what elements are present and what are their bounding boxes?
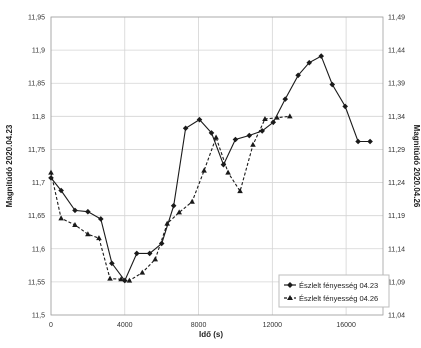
x-axis-label: Idő (s): [199, 330, 223, 339]
data-point-diamond: [246, 132, 253, 139]
data-point-diamond: [109, 260, 115, 267]
data-point-triangle: [96, 235, 102, 241]
x-tick-label: 4000: [117, 322, 133, 329]
series-line-1: [50, 115, 290, 282]
data-point-diamond: [98, 216, 104, 222]
data-point-triangle: [72, 221, 78, 227]
y-left-tick-label: 11,9: [32, 48, 45, 55]
data-point-diamond: [282, 96, 289, 102]
y-left-tick-label: 11,65: [28, 213, 45, 220]
y-right-tick-label: 11,49: [388, 15, 405, 22]
x-tick-label: 0: [49, 322, 53, 329]
data-point-diamond: [182, 125, 189, 132]
data-point-triangle: [189, 198, 195, 204]
data-point-diamond: [329, 81, 336, 88]
data-point-diamond: [133, 250, 140, 257]
data-point-triangle: [201, 167, 207, 173]
y-left-tick-label: 11,85: [28, 81, 45, 88]
data-point-diamond: [196, 116, 203, 123]
data-point-triangle: [274, 114, 280, 120]
y-right-tick-label: 11,04: [388, 313, 405, 320]
data-point-triangle: [262, 115, 268, 121]
data-point-triangle: [250, 141, 256, 147]
data-point-diamond: [220, 161, 227, 168]
data-point-diamond: [85, 208, 91, 215]
data-point-triangle: [58, 215, 64, 221]
y-right-tick-label: 11,09: [388, 279, 405, 286]
data-point-diamond: [170, 202, 177, 209]
legend-marker-triangle: [287, 295, 293, 300]
data-point-triangle: [225, 169, 231, 175]
legend-label-04-26: Észlelt fényesség 04.26: [299, 294, 378, 303]
y-left-tick-label: 11,55: [28, 279, 45, 286]
x-tick-label: 16000: [336, 322, 356, 329]
y-axis-label-right: Magnitúdó 2020.04.26: [412, 125, 421, 208]
data-point-triangle: [118, 276, 124, 282]
data-point-diamond: [259, 128, 265, 134]
data-point-triangle: [85, 231, 91, 237]
legend-box: [278, 274, 390, 308]
y-axis-label-left: Magnitúdó 2020.04.23: [5, 124, 14, 207]
data-point-diamond: [208, 130, 215, 136]
data-point-diamond: [367, 138, 373, 145]
y-left-tick-label: 11,5: [32, 313, 45, 320]
data-point-diamond: [58, 187, 64, 194]
legend-label-04-23: Észlelt fényesség 04.23: [299, 281, 378, 290]
y-right-tick-label: 11,24: [388, 180, 405, 187]
y-right-tick-label: 11,29: [388, 147, 405, 154]
data-point-triangle: [139, 269, 146, 275]
plot-frame: [50, 16, 384, 316]
data-point-triangle: [176, 209, 182, 215]
data-point-triangle: [48, 169, 54, 175]
y-left-tick-label: 11,7: [32, 180, 45, 187]
data-point-triangle: [237, 188, 243, 194]
data-point-diamond: [342, 103, 348, 110]
y-right-tick-label: 11,39: [388, 81, 405, 88]
data-point-diamond: [295, 72, 301, 79]
y-right-tick-label: 11,44: [388, 48, 405, 55]
data-point-triangle: [152, 256, 159, 262]
legend-marker-diamond: [287, 282, 293, 288]
y-left-tick-label: 11,75: [28, 147, 45, 154]
data-point-diamond: [270, 119, 277, 126]
data-point-diamond: [48, 175, 54, 181]
data-point-diamond: [355, 138, 361, 145]
data-point-triangle: [164, 220, 170, 226]
x-tick-label: 8000: [191, 322, 207, 329]
data-point-triangle: [107, 275, 113, 281]
data-point-triangle: [213, 134, 219, 140]
y-left-tick-label: 11,6: [32, 246, 45, 253]
y-left-tick-label: 11,8: [32, 114, 45, 121]
data-point-diamond: [232, 136, 239, 143]
legend: Észlelt fényesség 04.23 Észlelt fényessé…: [278, 274, 390, 308]
data-point-diamond: [146, 250, 153, 257]
y-right-tick-label: 11,14: [388, 246, 405, 253]
series-line-0: [50, 55, 371, 282]
axes-layer: 11,95 11,9 11,85 11,8 11,75 11,7 11,65 11,6 11,5…: [28, 15, 405, 330]
y-right-tick-label: 11,19: [388, 213, 405, 220]
data-point-triangle: [126, 277, 133, 283]
series-layer: [48, 53, 373, 284]
x-tick-label: 12000: [263, 322, 283, 329]
data-point-diamond: [318, 53, 325, 59]
data-point-diamond: [121, 277, 128, 284]
data-point-diamond: [72, 207, 78, 214]
grid-layer: [50, 16, 383, 316]
data-point-triangle: [287, 113, 293, 119]
data-point-diamond: [306, 59, 313, 66]
y-right-tick-label: 11,34: [388, 114, 405, 121]
y-left-tick-label: 11,95: [28, 15, 45, 22]
data-point-diamond: [158, 240, 165, 247]
